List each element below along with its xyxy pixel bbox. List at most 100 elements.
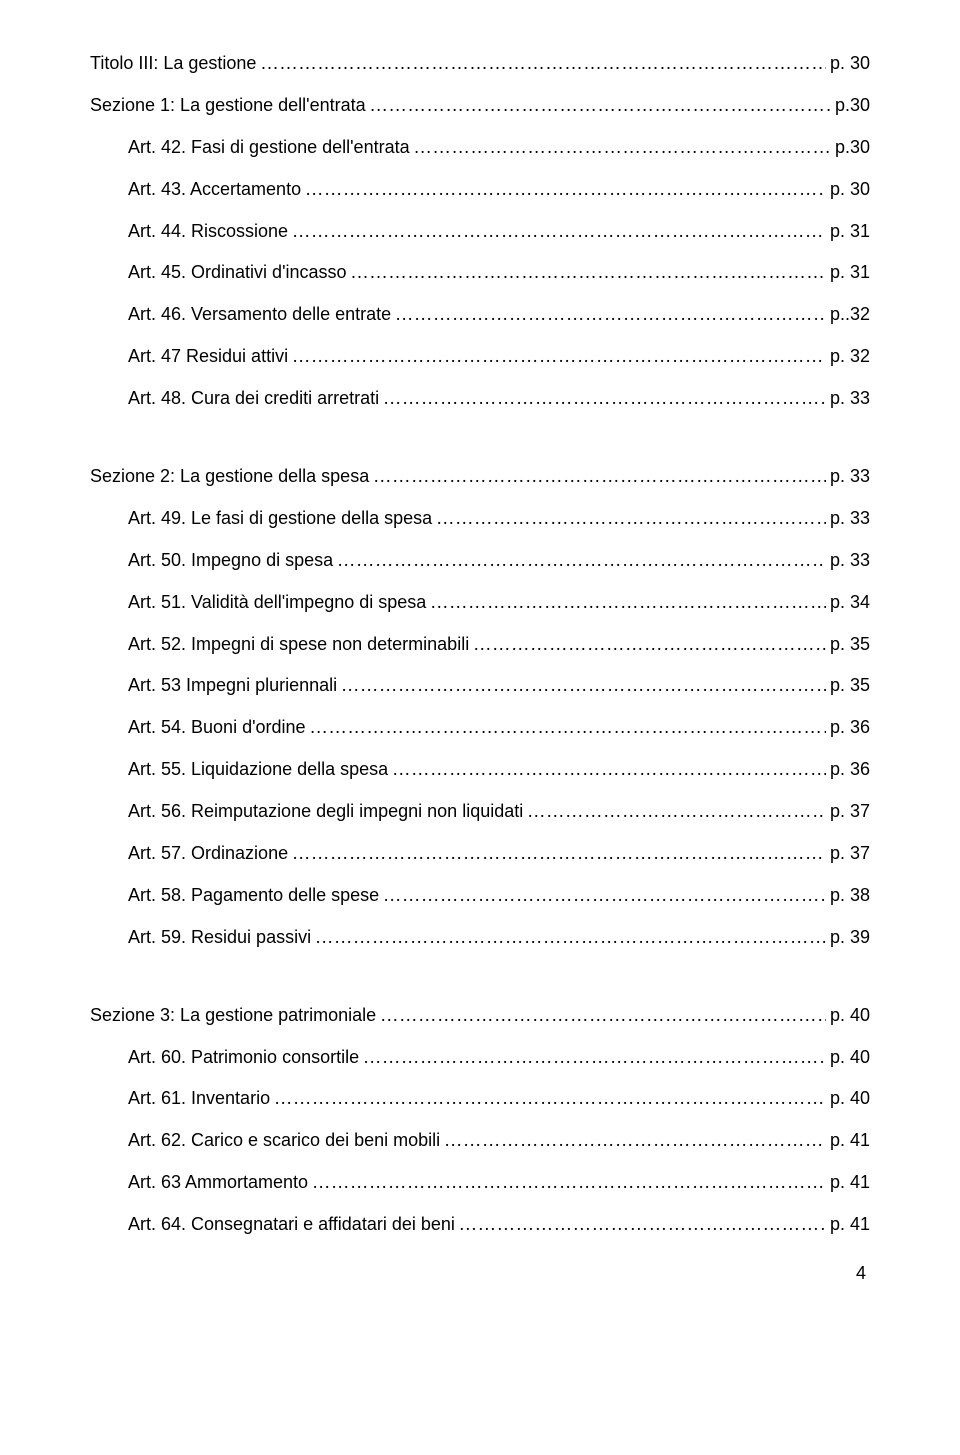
toc-dots xyxy=(430,589,826,617)
toc-dots xyxy=(395,301,826,329)
toc-page: p.30 xyxy=(835,134,870,162)
toc-page: p. 40 xyxy=(830,1044,870,1072)
toc-dots xyxy=(436,505,826,533)
toc-page: p. 30 xyxy=(830,176,870,204)
toc-article: Art. 44. Riscossione p. 31 xyxy=(90,218,870,246)
toc-article: Art. 45. Ordinativi d'incasso p. 31 xyxy=(90,259,870,287)
toc-page: p. 41 xyxy=(830,1169,870,1197)
spacer xyxy=(90,966,870,1002)
toc-dots xyxy=(392,756,826,784)
toc-article: Art. 42. Fasi di gestione dell'entrata p… xyxy=(90,134,870,162)
toc-article: Art. 56. Reimputazione degli impegni non… xyxy=(90,798,870,826)
toc-dots xyxy=(383,385,826,413)
toc-label: Art. 52. Impegni di spese non determinab… xyxy=(128,631,469,659)
toc-article: Art. 43. Accertamento p. 30 xyxy=(90,176,870,204)
toc-label: Art. 47 Residui attivi xyxy=(128,343,288,371)
toc-article: Art. 58. Pagamento delle spese p. 38 xyxy=(90,882,870,910)
toc-label: Art. 59. Residui passivi xyxy=(128,924,311,952)
toc-label: Art. 45. Ordinativi d'incasso xyxy=(128,259,347,287)
toc-label: Art. 64. Consegnatari e affidatari dei b… xyxy=(128,1211,455,1239)
toc-label: Art. 61. Inventario xyxy=(128,1085,270,1113)
toc-label: Art. 63 Ammortamento xyxy=(128,1169,308,1197)
toc-dots xyxy=(527,798,826,826)
toc-label: Art. 44. Riscossione xyxy=(128,218,288,246)
toc-dots xyxy=(363,1044,826,1072)
toc-label: Art. 58. Pagamento delle spese xyxy=(128,882,379,910)
toc-article: Art. 55. Liquidazione della spesa p. 36 xyxy=(90,756,870,784)
toc-dots xyxy=(292,840,826,868)
toc-page: p. 32 xyxy=(830,343,870,371)
toc-article: Art. 48. Cura dei crediti arretrati p. 3… xyxy=(90,385,870,413)
toc-article: Art. 49. Le fasi di gestione della spesa… xyxy=(90,505,870,533)
toc-dots xyxy=(341,672,826,700)
toc-page: p. 33 xyxy=(830,505,870,533)
toc-dots xyxy=(444,1127,826,1155)
toc-label: Art. 62. Carico e scarico dei beni mobil… xyxy=(128,1127,440,1155)
toc-label: Art. 55. Liquidazione della spesa xyxy=(128,756,388,784)
toc-dots xyxy=(260,50,826,78)
toc-dots xyxy=(373,463,826,491)
toc-page: p. 30 xyxy=(830,50,870,78)
toc-page: p. 33 xyxy=(830,463,870,491)
toc-page: p. 35 xyxy=(830,631,870,659)
toc-label: Art. 57. Ordinazione xyxy=(128,840,288,868)
toc-dots xyxy=(312,1169,826,1197)
spacer xyxy=(90,427,870,463)
toc-article: Art. 53 Impegni pluriennali p. 35 xyxy=(90,672,870,700)
toc-page: p. 41 xyxy=(830,1127,870,1155)
toc-dots xyxy=(274,1085,826,1113)
toc-article: Art. 52. Impegni di spese non determinab… xyxy=(90,631,870,659)
toc-article: Art. 57. Ordinazione p. 37 xyxy=(90,840,870,868)
toc-article: Art. 51. Validità dell'impegno di spesa … xyxy=(90,589,870,617)
toc-label: Art. 43. Accertamento xyxy=(128,176,301,204)
page-number: 4 xyxy=(90,1263,870,1284)
toc-page: p. 37 xyxy=(830,840,870,868)
toc-label: Art. 51. Validità dell'impegno di spesa xyxy=(128,589,426,617)
toc-page: p. 33 xyxy=(830,547,870,575)
toc-article: Art. 60. Patrimonio consortile p. 40 xyxy=(90,1044,870,1072)
toc-page: p. 40 xyxy=(830,1002,870,1030)
toc-page: p..32 xyxy=(830,301,870,329)
toc-page: p.30 xyxy=(835,92,870,120)
toc-page: p. 36 xyxy=(830,714,870,742)
toc-label: Art. 46. Versamento delle entrate xyxy=(128,301,391,329)
toc-dots xyxy=(370,92,831,120)
toc-article: Art. 63 Ammortamento p. 41 xyxy=(90,1169,870,1197)
toc-label: Art. 42. Fasi di gestione dell'entrata xyxy=(128,134,410,162)
toc-dots xyxy=(305,176,826,204)
toc-article: Art. 47 Residui attivi p. 32 xyxy=(90,343,870,371)
toc-article: Art. 61. Inventario p. 40 xyxy=(90,1085,870,1113)
toc-label: Sezione 3: La gestione patrimoniale xyxy=(90,1002,376,1030)
toc-page: p. 36 xyxy=(830,756,870,784)
toc-dots xyxy=(351,259,826,287)
toc-dots xyxy=(337,547,826,575)
toc-section: Sezione 3: La gestione patrimoniale p. 4… xyxy=(90,1002,870,1030)
toc-label: Art. 60. Patrimonio consortile xyxy=(128,1044,359,1072)
toc-dots xyxy=(473,631,826,659)
toc-label: Art. 49. Le fasi di gestione della spesa xyxy=(128,505,432,533)
toc-label: Sezione 2: La gestione della spesa xyxy=(90,463,369,491)
toc-dots xyxy=(292,343,826,371)
toc-section: Sezione 2: La gestione della spesa p. 33 xyxy=(90,463,870,491)
toc-page: p. 41 xyxy=(830,1211,870,1239)
toc-page: p. 39 xyxy=(830,924,870,952)
toc-dots xyxy=(414,134,831,162)
toc-page: p. 31 xyxy=(830,218,870,246)
toc-label: Art. 56. Reimputazione degli impegni non… xyxy=(128,798,523,826)
toc-dots xyxy=(383,882,826,910)
toc-dots xyxy=(310,714,826,742)
toc-page: p. 35 xyxy=(830,672,870,700)
toc-label: Titolo III: La gestione xyxy=(90,50,256,78)
toc-page: p. 33 xyxy=(830,385,870,413)
toc-section: Sezione 1: La gestione dell'entrata p.30 xyxy=(90,92,870,120)
toc-page: p. 40 xyxy=(830,1085,870,1113)
toc-dots xyxy=(380,1002,826,1030)
toc-article: Art. 59. Residui passivi p. 39 xyxy=(90,924,870,952)
toc-page: p. 34 xyxy=(830,589,870,617)
toc-article: Art. 62. Carico e scarico dei beni mobil… xyxy=(90,1127,870,1155)
toc-article: Art. 54. Buoni d'ordine p. 36 xyxy=(90,714,870,742)
toc-page: p. 31 xyxy=(830,259,870,287)
toc-article: Art. 46. Versamento delle entrate p..32 xyxy=(90,301,870,329)
toc-dots xyxy=(315,924,826,952)
toc-label: Art. 54. Buoni d'ordine xyxy=(128,714,306,742)
